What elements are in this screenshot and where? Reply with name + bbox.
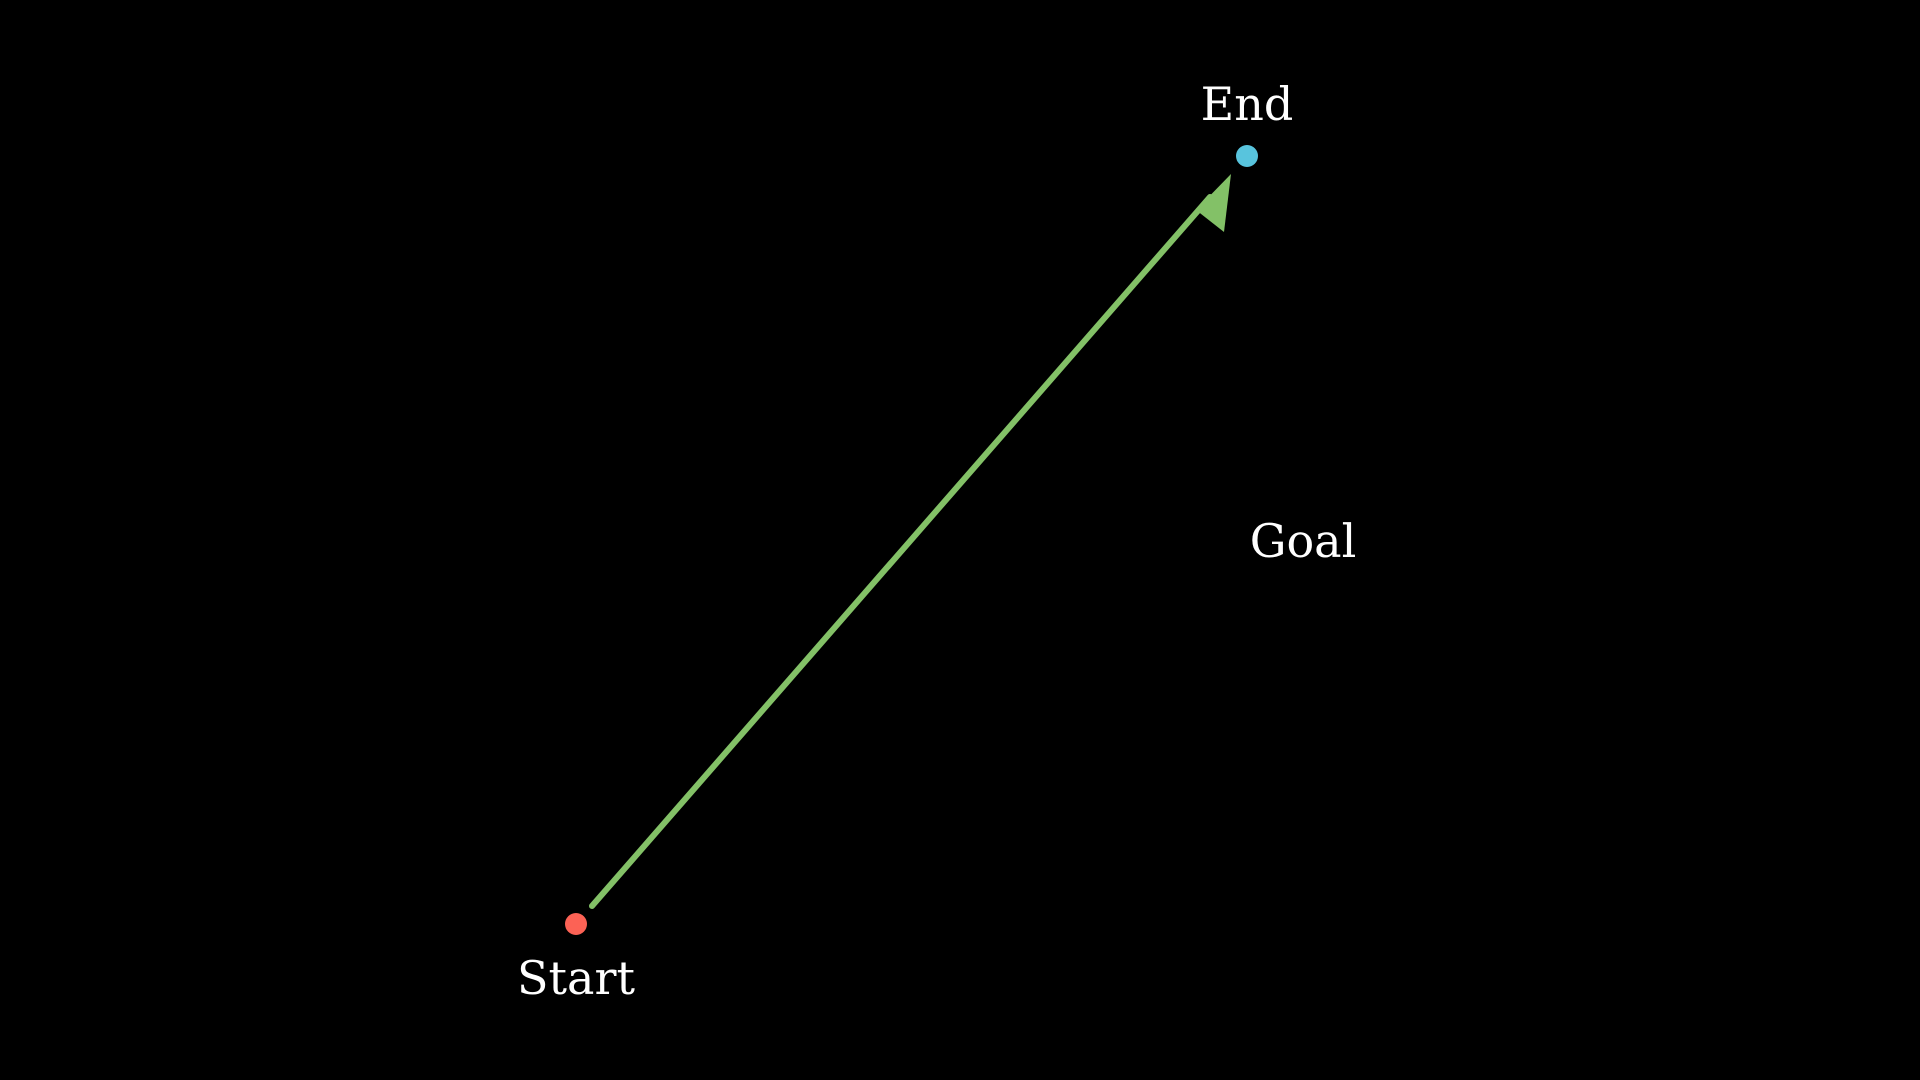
end-label: End — [1200, 77, 1294, 131]
start-point — [565, 913, 587, 935]
arrow-shaft — [589, 194, 1213, 909]
end-point — [1236, 145, 1258, 167]
goal-label: Goal — [1249, 514, 1357, 568]
arrow-head-icon — [1196, 174, 1231, 232]
start-label: Start — [517, 951, 635, 1005]
